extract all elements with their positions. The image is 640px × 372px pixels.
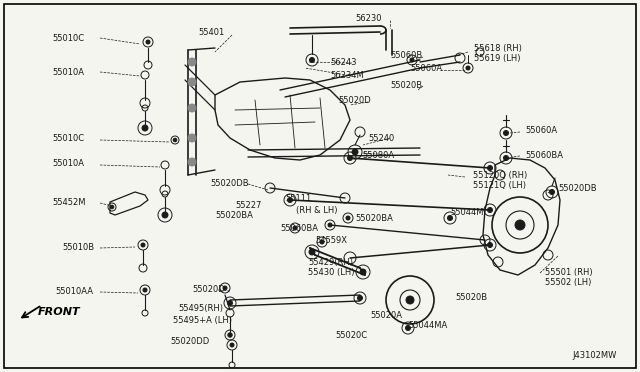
Circle shape: [110, 205, 114, 209]
Circle shape: [162, 212, 168, 218]
Text: 55618 (RH): 55618 (RH): [474, 44, 522, 52]
Circle shape: [406, 296, 414, 304]
Circle shape: [346, 216, 350, 220]
Text: 55121Q (LH): 55121Q (LH): [473, 180, 526, 189]
Text: (RH & LH): (RH & LH): [296, 205, 337, 215]
Circle shape: [228, 333, 232, 337]
Text: 55020DB: 55020DB: [210, 179, 248, 187]
Text: 55020C: 55020C: [335, 330, 367, 340]
Text: 55020A: 55020A: [370, 311, 402, 320]
Circle shape: [188, 158, 196, 166]
Text: J43102MW: J43102MW: [572, 350, 616, 359]
Text: 55020DD: 55020DD: [170, 337, 209, 346]
Circle shape: [360, 269, 366, 275]
Circle shape: [142, 125, 148, 131]
Text: 55010A: 55010A: [52, 67, 84, 77]
Text: 55429(RH): 55429(RH): [308, 257, 353, 266]
Text: 55020BA: 55020BA: [355, 214, 393, 222]
Circle shape: [141, 243, 145, 247]
Circle shape: [488, 208, 493, 212]
Text: 55401: 55401: [198, 28, 224, 36]
Text: 55240: 55240: [368, 134, 394, 142]
Circle shape: [488, 243, 493, 247]
Circle shape: [488, 166, 493, 170]
Text: 55502 (LH): 55502 (LH): [545, 278, 591, 286]
Text: 55619 (LH): 55619 (LH): [474, 54, 520, 62]
Text: 55120Q (RH): 55120Q (RH): [473, 170, 527, 180]
Circle shape: [504, 155, 509, 160]
Circle shape: [320, 240, 324, 244]
Text: 55060BA: 55060BA: [280, 224, 318, 232]
Text: 55227: 55227: [235, 201, 261, 209]
Circle shape: [188, 134, 196, 142]
Text: 56243: 56243: [330, 58, 356, 67]
Circle shape: [293, 226, 297, 230]
Circle shape: [550, 189, 554, 195]
Circle shape: [406, 326, 410, 330]
Text: 55020D: 55020D: [338, 96, 371, 105]
Text: 55060BA: 55060BA: [525, 151, 563, 160]
Text: 54559X: 54559X: [315, 235, 347, 244]
Circle shape: [173, 138, 177, 142]
Text: 55111: 55111: [285, 193, 311, 202]
Text: 55501 (RH): 55501 (RH): [545, 267, 593, 276]
Text: 56230: 56230: [355, 13, 381, 22]
Circle shape: [310, 58, 314, 62]
Circle shape: [515, 220, 525, 230]
Text: 55495(RH): 55495(RH): [178, 304, 223, 312]
Text: 55060B: 55060B: [390, 51, 422, 60]
Text: 55010AA: 55010AA: [55, 288, 93, 296]
Circle shape: [348, 155, 353, 160]
Text: 55060A: 55060A: [410, 64, 442, 73]
Circle shape: [188, 78, 196, 86]
Text: 55080A: 55080A: [362, 151, 394, 160]
Text: 56234M: 56234M: [330, 71, 364, 80]
Text: 55020BA: 55020BA: [215, 211, 253, 219]
Text: 55430 (LH): 55430 (LH): [308, 267, 355, 276]
Text: 55060A: 55060A: [525, 125, 557, 135]
Text: FRONT: FRONT: [38, 307, 81, 317]
Circle shape: [504, 131, 509, 135]
Circle shape: [447, 215, 452, 221]
Circle shape: [358, 295, 362, 301]
Text: 55010B: 55010B: [62, 244, 94, 253]
Text: 55044M: 55044M: [450, 208, 483, 217]
Circle shape: [410, 58, 414, 62]
Circle shape: [230, 343, 234, 347]
Text: 55044MA: 55044MA: [408, 321, 447, 330]
Circle shape: [146, 40, 150, 44]
Text: 55010C: 55010C: [52, 134, 84, 142]
Circle shape: [352, 149, 358, 155]
Circle shape: [227, 301, 232, 305]
Text: 55010A: 55010A: [52, 158, 84, 167]
Text: 55010C: 55010C: [52, 33, 84, 42]
Circle shape: [466, 66, 470, 70]
Text: 55020DB: 55020DB: [558, 183, 596, 192]
Circle shape: [143, 288, 147, 292]
Circle shape: [328, 223, 332, 227]
Circle shape: [188, 58, 196, 66]
Text: 55495+A (LH): 55495+A (LH): [173, 315, 232, 324]
Circle shape: [188, 104, 196, 112]
Text: 55020D: 55020D: [192, 285, 225, 295]
Circle shape: [309, 249, 315, 255]
Text: 55020B: 55020B: [455, 294, 487, 302]
Text: 55020B: 55020B: [390, 80, 422, 90]
Text: 55452M: 55452M: [52, 198, 86, 206]
Circle shape: [287, 198, 292, 202]
Circle shape: [223, 286, 227, 290]
